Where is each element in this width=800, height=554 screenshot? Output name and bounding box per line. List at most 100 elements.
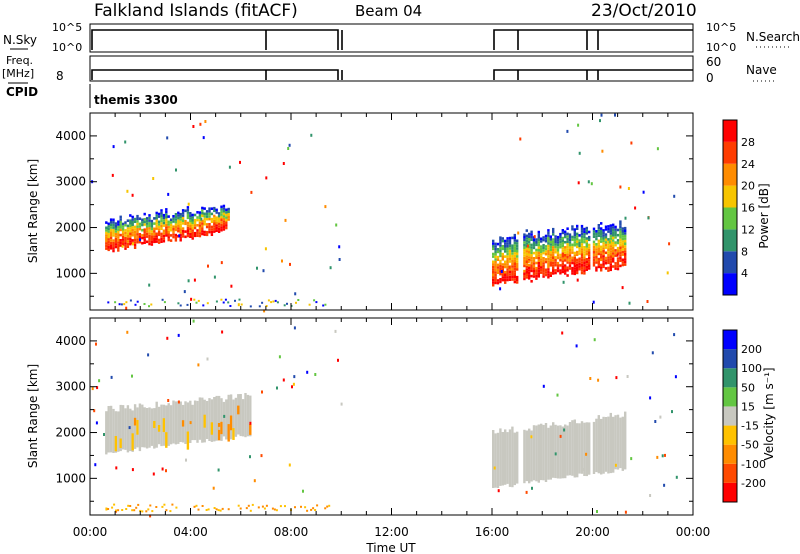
power-cell	[107, 248, 110, 252]
ground-scatter-column	[554, 424, 557, 479]
power-cell	[501, 258, 504, 261]
power-cell	[566, 250, 569, 254]
power-cell	[542, 257, 545, 260]
power-cell	[595, 245, 598, 249]
power-cell	[530, 256, 533, 260]
power-cell	[213, 214, 216, 218]
power-cell	[549, 238, 552, 241]
ground-scatter-column	[217, 395, 221, 441]
power-cell	[530, 233, 533, 236]
ground-scatter-column	[588, 422, 591, 475]
velocity-cell	[119, 438, 122, 449]
power-cell	[556, 241, 560, 244]
power-cell	[181, 214, 185, 217]
power-cell	[542, 244, 545, 247]
power-cell	[167, 220, 170, 224]
power-cell	[153, 235, 156, 238]
power-cell	[612, 239, 615, 242]
power-cell	[506, 260, 509, 264]
power-cell	[540, 271, 543, 274]
power-cell	[528, 277, 531, 280]
power-cell	[133, 225, 137, 229]
power-cell	[561, 239, 564, 242]
power-noise-cell	[237, 303, 240, 307]
power-cell	[559, 256, 562, 259]
power-cell	[177, 224, 180, 228]
x-tick-label: 16:00	[475, 525, 510, 539]
power-cell	[121, 230, 125, 234]
velocity-noise-cell	[103, 433, 105, 436]
power-cell	[169, 218, 173, 222]
power-cell	[117, 249, 120, 252]
velocity-noise-cell	[279, 505, 282, 508]
ground-scatter-column	[241, 399, 245, 437]
power-cell	[155, 224, 158, 228]
power-cell	[157, 228, 161, 231]
power-cell	[612, 234, 615, 237]
power-cell	[129, 224, 132, 228]
ground-scatter-column	[561, 426, 564, 479]
velocity-noise-cell	[293, 326, 296, 330]
power-cell	[597, 265, 600, 269]
colorbar-segment	[723, 349, 737, 369]
power-cell	[619, 254, 622, 257]
power-cell	[537, 269, 540, 273]
power-cell	[576, 243, 579, 246]
power-cell	[561, 236, 564, 240]
velocity-noise-cell	[152, 472, 155, 476]
power-cell	[621, 248, 624, 251]
colorbar-tick-label: 12	[741, 223, 755, 236]
power-noise-cell	[517, 231, 520, 235]
power-cell	[556, 264, 560, 268]
power-cell	[609, 224, 612, 227]
power-cell	[150, 235, 154, 238]
velocity-noise-cell	[215, 508, 218, 511]
velocity-noise-cell	[207, 508, 210, 511]
power-cell	[109, 223, 113, 227]
power-cell	[184, 219, 187, 223]
power-cell	[145, 224, 149, 228]
power-cell	[592, 261, 596, 264]
power-noise-cell	[338, 245, 341, 249]
power-cell	[556, 256, 560, 260]
power-cell	[191, 218, 194, 222]
power-noise-cell	[673, 194, 676, 198]
power-cell	[162, 221, 166, 225]
power-cell	[131, 218, 134, 221]
velocity-noise-cell	[221, 330, 224, 334]
power-cell	[215, 221, 218, 225]
power-noise-cell	[642, 190, 645, 194]
power-cell	[153, 230, 156, 233]
power-cell	[220, 223, 223, 227]
power-cell	[492, 278, 495, 282]
power-cell	[112, 226, 115, 229]
power-cell	[573, 228, 576, 231]
power-cell	[583, 256, 586, 259]
power-cell	[492, 247, 495, 251]
power-cell	[602, 252, 605, 256]
power-noise-cell	[118, 303, 121, 306]
power-cell	[540, 250, 543, 254]
power-cell	[145, 227, 149, 231]
power-cell	[556, 267, 560, 270]
power-cell	[494, 255, 497, 259]
power-cell	[513, 233, 516, 237]
power-cell	[504, 260, 507, 264]
power-noise-cell	[527, 260, 530, 264]
power-noise-cell	[125, 301, 128, 304]
cpid-panel: CPID themis 3300	[6, 84, 178, 108]
power-cell	[525, 276, 528, 279]
ground-scatter-column	[597, 415, 600, 474]
velocity-noise-cell	[556, 393, 559, 397]
colorbar-tick-label: -50	[741, 439, 759, 452]
power-cell	[165, 234, 168, 237]
power-cell	[607, 227, 610, 231]
power-cell	[215, 224, 218, 227]
power-cell	[607, 269, 610, 272]
power-cell	[494, 276, 497, 279]
power-cell	[614, 251, 617, 255]
power-cell	[547, 257, 550, 261]
power-cell	[105, 239, 108, 243]
power-cell	[501, 245, 504, 248]
power-cell	[225, 221, 228, 225]
